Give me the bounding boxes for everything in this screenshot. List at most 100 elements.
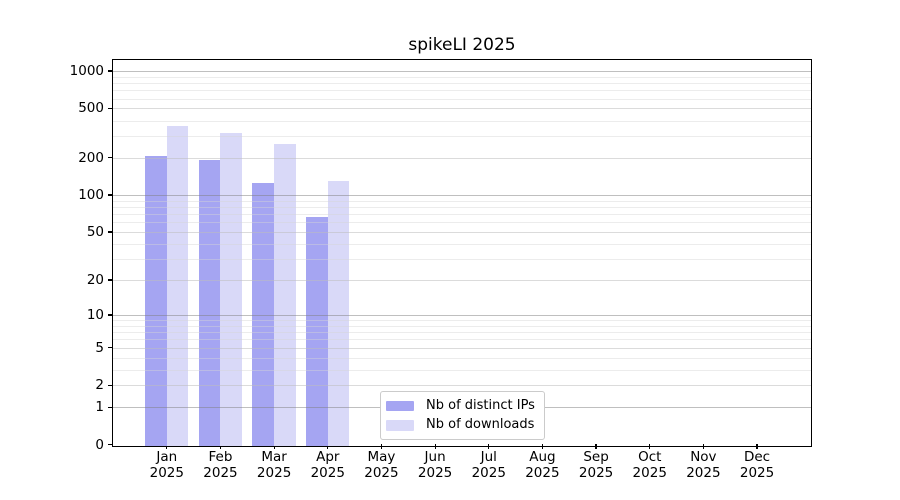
gridline-600 [113, 98, 811, 100]
chart-title: spikeLI 2025 [408, 35, 516, 55]
gridline-30 [113, 258, 811, 260]
x-tick-sep [595, 444, 597, 449]
x-tick-label-year: 2025 [364, 464, 399, 481]
x-tick-label-jun: Jun 2025 [399, 449, 471, 481]
y-tick-5 [107, 347, 113, 349]
y-tick-label-2: 2 [95, 377, 104, 394]
x-tick-label-month: Apr [316, 449, 340, 465]
gridline-5 [113, 347, 811, 349]
gridline-70 [113, 214, 811, 216]
x-tick-mar [273, 444, 275, 449]
x-tick-label-apr: Apr 2025 [292, 449, 364, 481]
gridline-2 [113, 385, 811, 387]
x-tick-label-year: 2025 [256, 464, 292, 481]
y-tick-1000 [107, 70, 113, 72]
gridline-20 [113, 279, 811, 281]
x-tick-label-month: Jul [480, 449, 497, 465]
gridline-40 [113, 243, 811, 245]
gridline-9 [113, 320, 811, 322]
bar-distinct-ips-apr [305, 217, 328, 446]
gridline-1000 [113, 71, 811, 73]
bar-distinct-ips-jan [144, 155, 167, 446]
x-tick-label-year: 2025 [417, 464, 453, 481]
gridline-4 [113, 357, 811, 359]
x-tick-label-mar: Mar 2025 [238, 449, 310, 481]
gridline-700 [113, 90, 811, 92]
gridline-60 [113, 222, 811, 224]
bar-downloads-mar [274, 144, 296, 446]
x-tick-feb [219, 444, 222, 449]
gridline-90 [113, 200, 811, 202]
x-tick-jan [166, 444, 168, 449]
x-tick-label-month: Mar [261, 449, 287, 465]
plot-area [112, 59, 812, 447]
y-tick-500 [107, 107, 113, 110]
y-tick-1 [107, 406, 113, 408]
gridline-100 [113, 195, 811, 197]
gridline-400 [113, 120, 811, 122]
y-tick-label-50: 50 [86, 224, 104, 240]
y-tick-label-1: 1 [95, 399, 104, 416]
bar-downloads-jan [166, 126, 189, 446]
x-tick-label-month: Sep [583, 449, 609, 465]
x-tick-label-aug: Aug 2025 [506, 449, 578, 481]
x-tick-label-jul: Jul 2025 [453, 449, 525, 481]
y-tick-0 [107, 444, 113, 446]
y-tick-label-200: 200 [78, 149, 104, 166]
y-tick-200 [107, 157, 113, 159]
x-tick-nov [702, 444, 704, 449]
x-tick-aug [541, 444, 543, 449]
y-tick-label-20: 20 [86, 271, 104, 288]
x-tick-label-year: 2025 [471, 464, 506, 481]
y-tick-100 [107, 194, 113, 196]
bar-downloads-feb [220, 132, 243, 446]
x-tick-label-year: 2025 [525, 464, 560, 481]
x-tick-label-year: 2025 [739, 464, 775, 481]
x-tick-label-year: 2025 [203, 464, 238, 481]
gridline-300 [113, 136, 811, 138]
x-tick-label-month: May [367, 449, 396, 465]
gridline-3 [113, 369, 811, 371]
x-tick-label-nov: Nov 2025 [667, 449, 739, 481]
x-tick-label-year: 2025 [686, 464, 721, 481]
y-tick-label-500: 500 [78, 100, 104, 117]
gridline-10 [113, 314, 811, 316]
y-tick-20 [107, 279, 113, 281]
y-tick-label-1000: 1000 [69, 63, 104, 80]
x-tick-label-month: Nov [690, 449, 717, 465]
gridline-7 [113, 332, 811, 334]
y-tick-label-0: 0 [95, 436, 104, 453]
x-tick-jun [434, 444, 436, 449]
legend-item-distinct-ips: Nb of distinct IPs [386, 396, 536, 416]
x-tick-dec [756, 444, 758, 449]
x-tick-label-oct: Oct 2025 [614, 449, 686, 481]
gridline-8 [113, 325, 811, 327]
legend-swatch-downloads-icon [386, 420, 414, 431]
bar-downloads-apr [327, 181, 350, 446]
x-tick-label-month: Feb [208, 449, 233, 465]
legend-item-downloads: Nb of downloads [386, 416, 536, 436]
x-tick-may [380, 444, 383, 449]
x-tick-label-month: Dec [743, 449, 771, 465]
y-tick-50 [107, 231, 113, 233]
x-tick-label-year: 2025 [149, 464, 184, 481]
bar-distinct-ips-mar [252, 182, 275, 446]
x-tick-oct [649, 444, 651, 449]
x-tick-label-feb: Feb 2025 [184, 449, 256, 481]
gridline-900 [113, 76, 811, 78]
x-tick-label-year: 2025 [310, 464, 345, 481]
x-tick-label-month: Oct [638, 449, 662, 465]
legend-swatch-distinct-ips-icon [386, 400, 414, 411]
x-tick-label-sep: Sep 2025 [560, 449, 632, 481]
y-tick-10 [107, 314, 113, 316]
x-tick-label-jan: Jan 2025 [131, 449, 203, 481]
gridline-200 [113, 157, 811, 159]
x-tick-jul [488, 444, 490, 449]
x-tick-label-month: Jan [156, 449, 178, 465]
gridline-6 [113, 339, 811, 341]
gridline-800 [113, 83, 811, 85]
x-tick-apr [327, 444, 329, 449]
x-tick-label-dec: Dec 2025 [721, 449, 793, 481]
y-tick-label-5: 5 [95, 339, 104, 356]
